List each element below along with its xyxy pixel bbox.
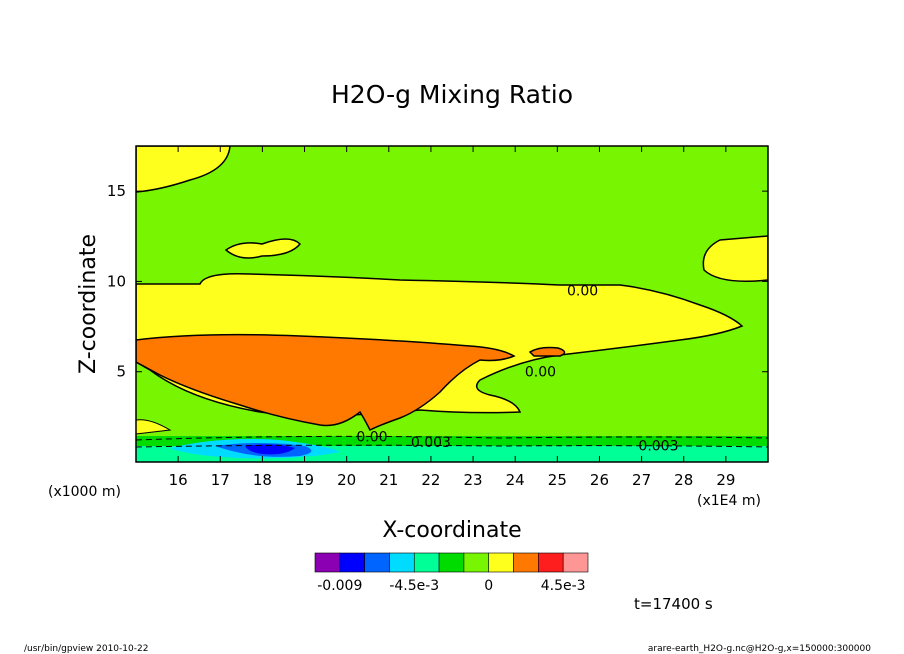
colorbar-label-2: 0 — [484, 578, 493, 594]
colorbar-swatch-3 — [389, 552, 415, 573]
contour-label-2: 0.00 — [356, 430, 387, 446]
plot-frame — [135, 145, 769, 463]
x-tick-label-8: 24 — [506, 471, 525, 489]
colorbar-swatch-1 — [339, 552, 365, 573]
small-orange-patch — [528, 346, 566, 357]
contour-label-4: 0.003 — [638, 439, 678, 455]
x-axis-ticks: 16 17 18 19 20 21 22 23 24 25 26 27 28 29 — [169, 146, 735, 489]
x-tick-label-9: 25 — [548, 471, 567, 489]
x-tick-label-6: 22 — [421, 471, 440, 489]
x-tick-label-2: 18 — [253, 471, 272, 489]
colorbar-label-1: -4.5e-3 — [389, 578, 439, 594]
x-tick-label-10: 26 — [590, 471, 609, 489]
x-tick-label-1: 17 — [211, 471, 230, 489]
mid-yellow-patch — [224, 238, 302, 259]
y-tick-label-0: 5 — [116, 363, 126, 381]
footer-left: /usr/bin/gpview 2010-10-22 — [24, 644, 148, 654]
x-unit-label: (x1E4 m) — [697, 493, 761, 509]
x-tick-label-7: 23 — [464, 471, 483, 489]
surface-green-band — [136, 436, 768, 446]
colorbar-swatch-0 — [314, 552, 341, 573]
colorbar-label-3: 4.5e-3 — [541, 578, 586, 594]
colorbar-swatch-6 — [463, 552, 490, 573]
colorbar-labels: -0.009 -4.5e-3 0 4.5e-3 — [317, 578, 585, 594]
x-tick-label-5: 21 — [379, 471, 398, 489]
colorbar — [314, 552, 589, 573]
footer-right: arare-earth_H2O-g.nc@H2O-g,x=150000:3000… — [648, 644, 871, 654]
contour-label-1: 0.00 — [525, 365, 556, 381]
dashed-contour-2 — [136, 444, 768, 448]
x-tick-label-12: 28 — [674, 471, 693, 489]
x-tick-label-11: 27 — [632, 471, 651, 489]
y-tick-label-2: 15 — [107, 182, 126, 200]
x-tick-label-13: 29 — [716, 471, 735, 489]
contour-labels: 0.00 0.00 0.00 0.003 0.003 — [356, 283, 678, 454]
contour-label-3: 0.003 — [411, 435, 451, 451]
colorbar-swatch-2 — [364, 552, 390, 573]
colorbar-swatch-9 — [538, 552, 564, 573]
chart-title: H2O-g Mixing Ratio — [331, 80, 573, 109]
upper-left-yellow-region — [136, 146, 231, 193]
contour-label-0: 0.00 — [567, 283, 598, 299]
x-tick-label-0: 16 — [169, 471, 188, 489]
x-tick-label-4: 20 — [337, 471, 356, 489]
y-axis-ticks: 5 10 15 — [107, 182, 768, 381]
y-unit-label: (x1000 m) — [48, 484, 121, 500]
colorbar-swatch-4 — [413, 552, 440, 573]
x-tick-label-3: 19 — [295, 471, 314, 489]
lower-yellow-strip — [136, 419, 172, 435]
x-axis-label: X-coordinate — [382, 518, 521, 543]
time-label: t=17400 s — [634, 595, 713, 613]
colorbar-swatch-5 — [438, 552, 465, 573]
colorbar-swatch-7 — [488, 552, 514, 573]
upper-right-yellow-region — [702, 235, 768, 282]
plot-area: 0.00 0.00 0.00 0.003 0.003 16 17 18 19 20 21 22 23 2… — [107, 145, 769, 489]
y-axis-label: Z-coordinate — [76, 234, 101, 374]
y-tick-label-1: 10 — [107, 272, 126, 290]
colorbar-swatch-8 — [513, 552, 539, 573]
orange-high-region — [136, 333, 516, 432]
colorbar-label-0: -0.009 — [317, 578, 362, 594]
lowlevel-dark-blue-core — [245, 444, 295, 455]
dashed-contour-1 — [136, 435, 768, 441]
colorbar-swatch-10 — [562, 552, 589, 573]
